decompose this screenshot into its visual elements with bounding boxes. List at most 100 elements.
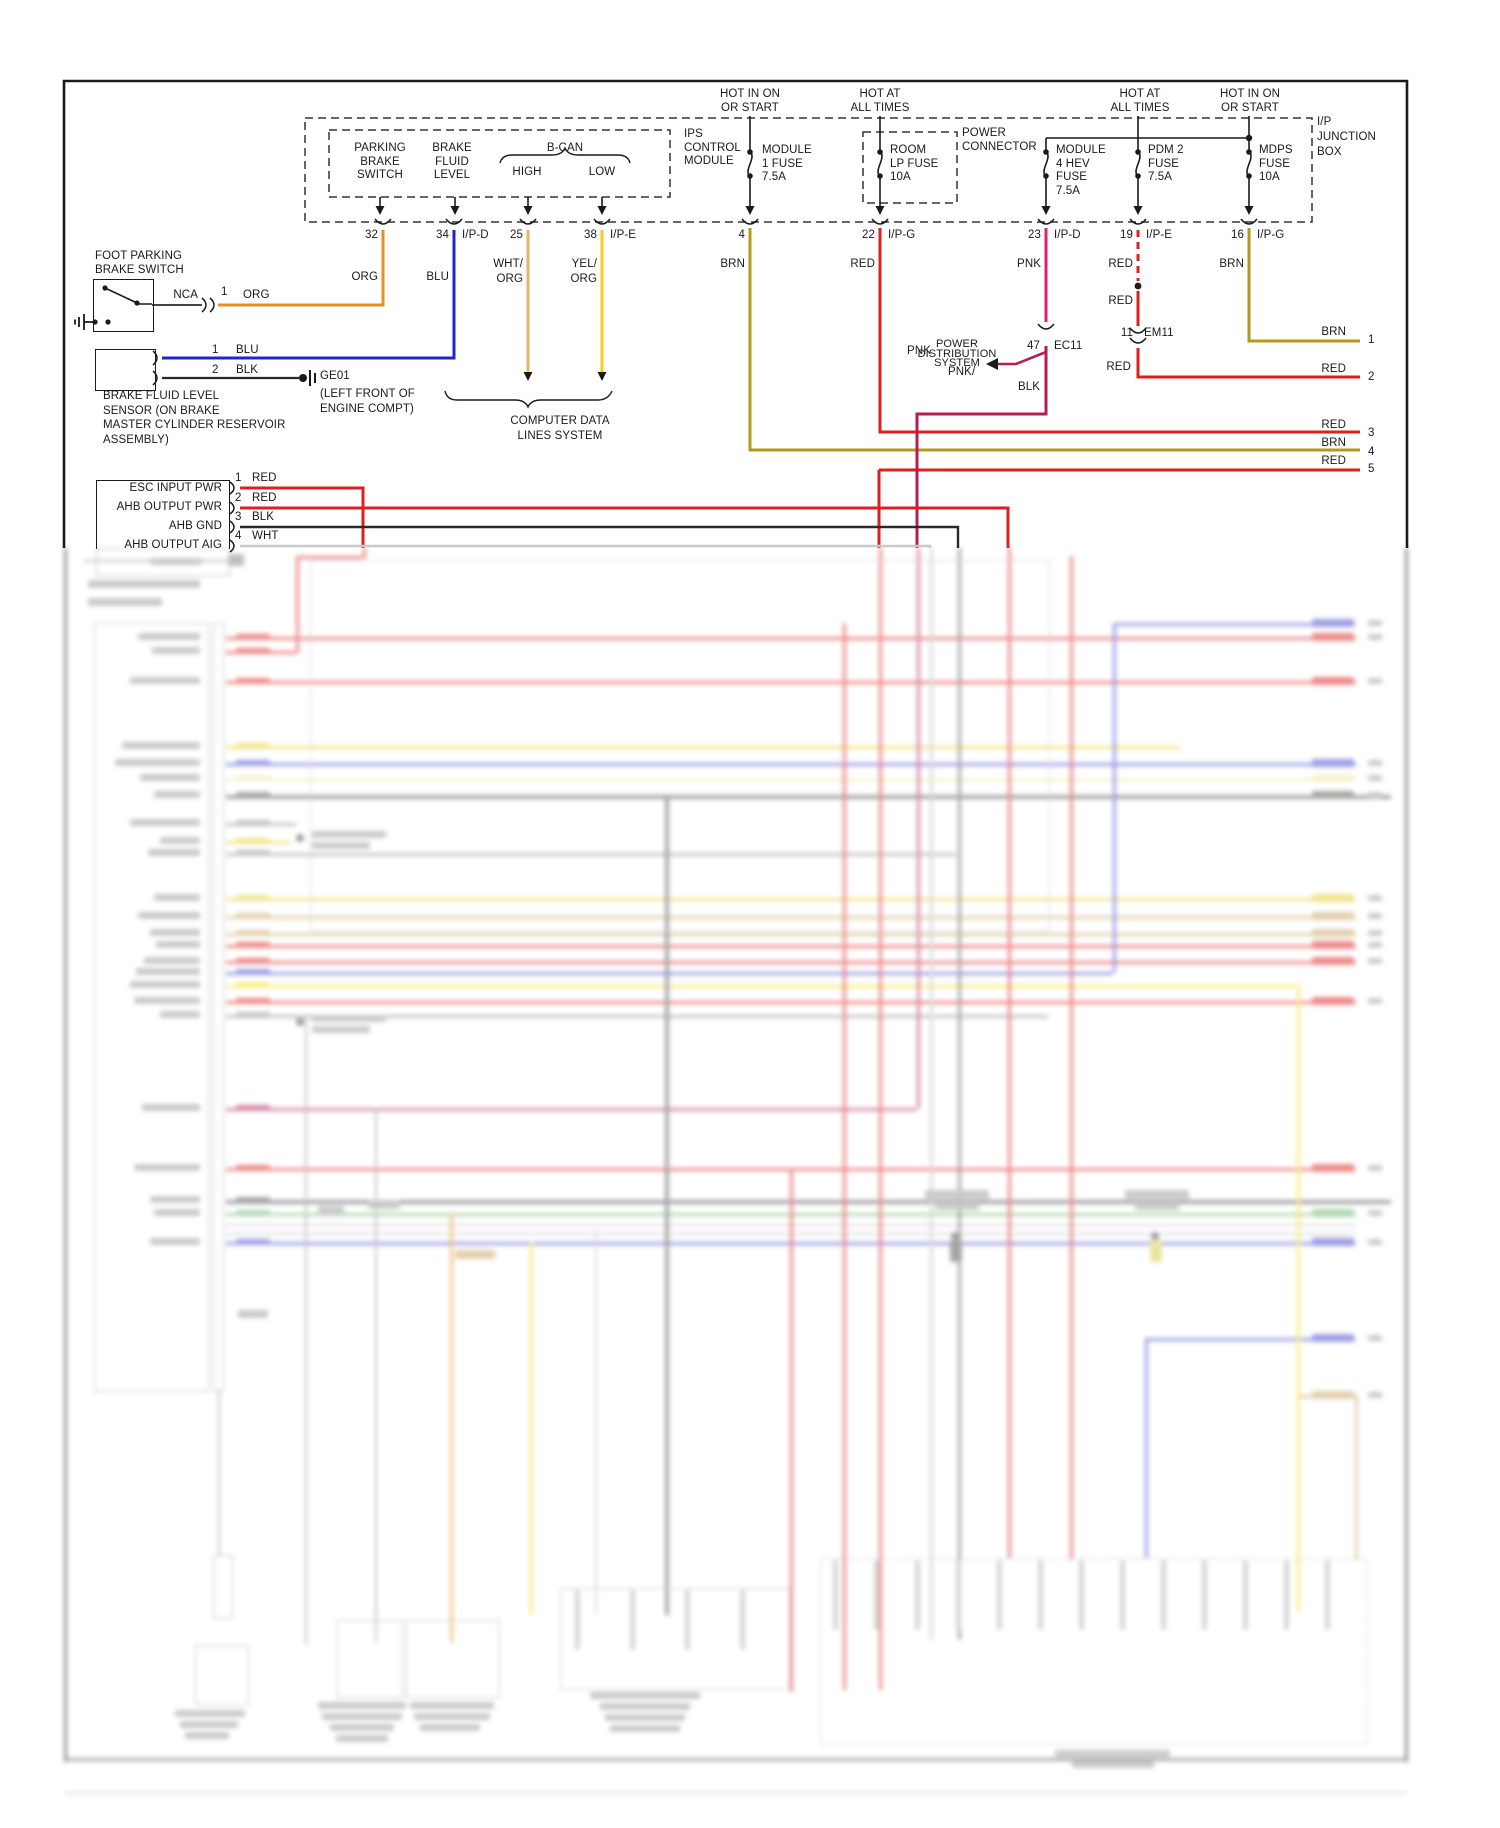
wire-red-pin22 [878, 228, 1360, 434]
edge-4-num: 4 [1368, 446, 1375, 458]
bcan-brace [499, 146, 631, 164]
conn-ipe-b: I/P-E [1146, 229, 1173, 241]
conn-ipe-a: I/P-E [610, 229, 637, 241]
em11-name: EM11 [1144, 327, 1174, 339]
ground-note: (LEFT FRONT OF ENGINE COMPT) [320, 388, 415, 415]
sensor-wire-blu: BLU [236, 344, 259, 356]
wire-label-red22: RED [850, 258, 875, 270]
wire-label-wht-org: WHT/ ORG [493, 258, 523, 285]
wire-label-org-h: ORG [243, 289, 270, 301]
edge-4-color: BRN [1321, 437, 1346, 449]
wire-label-yel-org: YEL/ ORG [570, 258, 597, 285]
switch-symbol [74, 285, 152, 330]
wire-label-pnk-slash: PNK/ [948, 366, 976, 378]
wire-pnk-blk [915, 346, 1048, 548]
pin-38: 38 [584, 229, 597, 241]
input-brake-fluid-label: BRAKE FLUID LEVEL [432, 142, 472, 181]
conn-ipg-a: I/P-G [888, 229, 916, 241]
wire-red-2 [1136, 348, 1360, 379]
wire-label-red19b: RED [1108, 295, 1133, 307]
junction-box-label: I/P JUNCTION BOX [1317, 116, 1376, 158]
wire-blu [162, 230, 456, 360]
feed-label-mdps: HOT IN ON OR START [1219, 88, 1281, 114]
ips-module-label: IPS CONTROL MODULE [684, 128, 741, 167]
page-border [62, 79, 1409, 548]
power-connector-label: POWER CONNECTOR [962, 127, 1037, 153]
esc-row-3-pin: 4 [235, 530, 242, 542]
edge-3-color: RED [1321, 419, 1346, 431]
ground-id: GE01 [320, 370, 350, 382]
esc-row-0-label: ESC INPUT PWR [129, 482, 222, 494]
edge-5-num: 5 [1368, 463, 1375, 475]
sensor-pin-1: 1 [212, 344, 219, 356]
bcan-label: B-CAN [546, 142, 584, 154]
edge-1-num: 1 [1368, 334, 1375, 346]
ec11-pin: 47 [1027, 340, 1040, 352]
esc-row-2-color: BLK [252, 511, 275, 523]
edge-2-color: RED [1321, 363, 1346, 375]
fuse-module1-label: MODULE 1 FUSE 7.5A [762, 144, 812, 183]
esc-row-0-pin: 1 [235, 472, 242, 484]
feed-lines [379, 116, 1250, 206]
switch-pin-1: 1 [221, 286, 228, 298]
wire-label-pnk-branch: PNK [907, 345, 931, 357]
esc-row-1-label: AHB OUTPUT PWR [116, 501, 222, 513]
power-connector-outline [862, 131, 958, 204]
pin-32: 32 [365, 229, 378, 241]
pin-16: 16 [1231, 229, 1244, 241]
computer-data-label: COMPUTER DATA LINES SYSTEM [510, 415, 610, 442]
fuse-module4-label: MODULE 4 HEV FUSE 7.5A [1056, 144, 1106, 197]
edge-5-color: RED [1321, 455, 1346, 467]
wire-brn-pin4 [748, 228, 1360, 452]
ground-ge01-symbol [299, 370, 316, 386]
pin-25: 25 [510, 229, 523, 241]
conn-ipg-b: I/P-G [1257, 229, 1285, 241]
ec11-name: EC11 [1054, 340, 1083, 352]
wire-label-org: ORG [351, 271, 378, 283]
bcan-high-label: HIGH [512, 166, 542, 178]
braces [444, 146, 631, 409]
pin-34: 34 [436, 229, 449, 241]
wire-brn-pin16 [1247, 228, 1360, 343]
wire-esc-wht [240, 544, 932, 548]
edge-3-num: 3 [1368, 427, 1375, 439]
esc-module-box [96, 480, 230, 549]
feed-label-pdm2: HOT AT ALL TIMES [1110, 88, 1170, 114]
conn-ipd-a: I/P-D [462, 229, 489, 241]
wire-label-blk-stripe: BLK [1018, 381, 1041, 393]
junction-box-outline [304, 117, 1313, 223]
bcan-low-label: LOW [588, 166, 616, 178]
wire-esc-red2 [240, 506, 1010, 548]
wire-label-pnk: PNK [1017, 258, 1041, 270]
fuse-room-label: ROOM LP FUSE 10A [890, 144, 939, 183]
pin-23: 23 [1028, 229, 1041, 241]
foot-switch-box [93, 279, 154, 332]
esc-row-2-pin: 3 [235, 511, 242, 523]
wire-org [218, 230, 385, 307]
power-distribution-label: POWER DISTRIBUTION SYSTEM [917, 338, 997, 369]
pin-22: 22 [862, 229, 875, 241]
wire-label-red-em11: RED [1106, 361, 1131, 373]
pin-4: 4 [738, 229, 745, 241]
input-parking-label: PARKING BRAKE SWITCH [354, 142, 406, 181]
pin-19: 19 [1120, 229, 1133, 241]
wire-esc-blk [240, 525, 960, 548]
wire-pnk-branch [998, 350, 1047, 366]
esc-row-0-color: RED [252, 472, 277, 484]
esc-row-2-label: AHB GND [168, 520, 222, 532]
edge-1-color: BRN [1321, 326, 1346, 338]
em11-pin: 11 [1120, 327, 1133, 339]
conn-ipd-b: I/P-D [1054, 229, 1081, 241]
wire-label-nca: NCA [173, 289, 198, 301]
foot-switch-label: FOOT PARKING BRAKE SWITCH [95, 250, 184, 276]
esc-row-3-color: WHT [252, 530, 279, 542]
wire-label-blu: BLU [426, 271, 449, 283]
feed-label-module1: HOT IN ON OR START [719, 88, 781, 114]
wire-label-red19a: RED [1108, 258, 1133, 270]
pin-connector-cups [152, 218, 1258, 553]
sensor-box [95, 349, 156, 391]
esc-row-1-pin: 2 [235, 492, 242, 504]
arrowheads [375, 206, 1254, 381]
